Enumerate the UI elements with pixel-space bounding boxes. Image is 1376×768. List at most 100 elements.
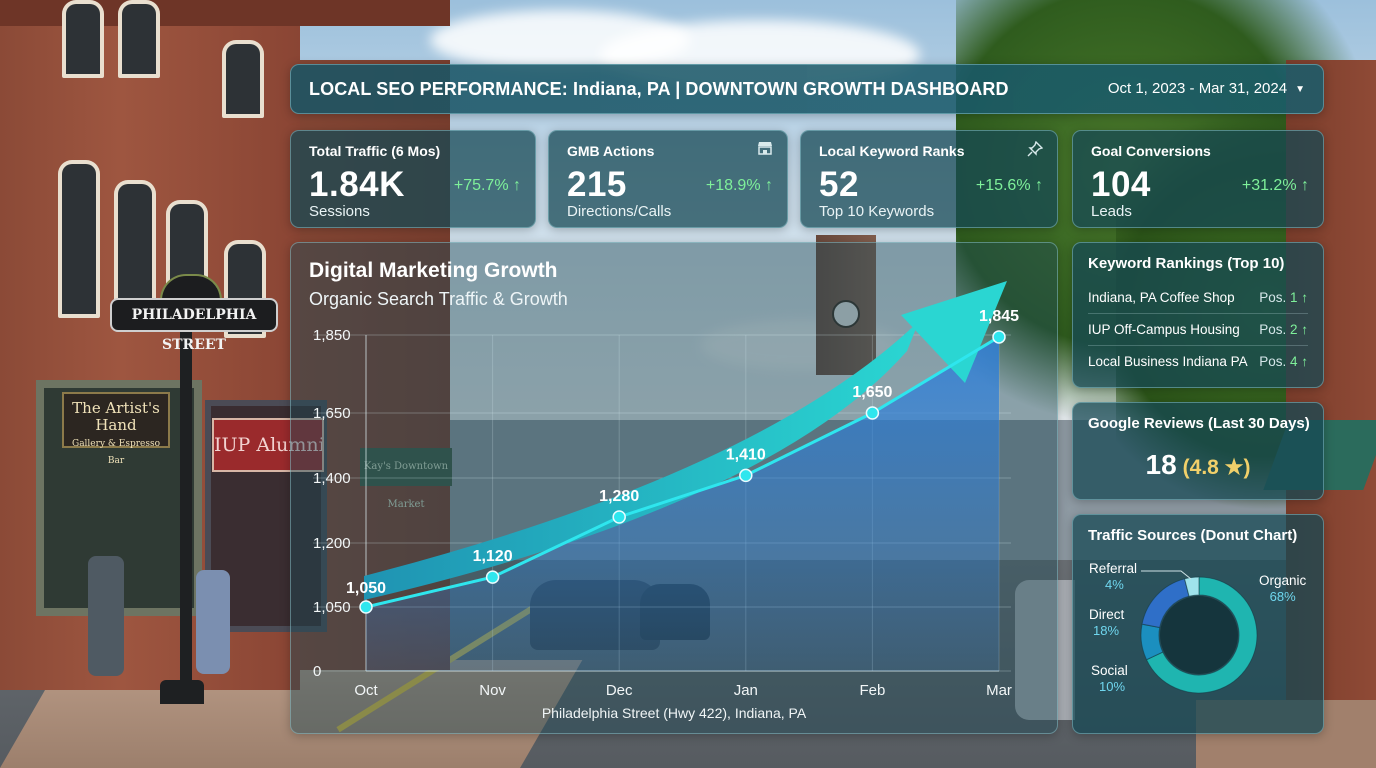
kpi-card-gmb-actions[interactable]: GMB Actions 215 +18.9% ↑ Directions/Call… [548, 130, 788, 228]
window [114, 180, 156, 308]
window [222, 40, 264, 118]
window [62, 0, 104, 78]
source-name: Social [1091, 663, 1128, 678]
kpi-sublabel: Sessions [309, 203, 370, 220]
position-value: 2 ↑ [1289, 322, 1308, 337]
dashboard-header: LOCAL SEO PERFORMANCE: Indiana, PA | DOW… [290, 64, 1324, 114]
kpi-value: 215 [567, 165, 627, 204]
x-tick-label: Nov [479, 682, 506, 699]
street-lamp-base [160, 680, 204, 704]
donut-slice-organic [1145, 576, 1258, 694]
shop-sign-text: The Artist's Hand [72, 399, 160, 434]
shop-sign-subtext: Gallery & Espresso Bar [72, 439, 160, 466]
trend-arrow-body [364, 321, 919, 600]
y-tick-label: 1,400 [313, 470, 351, 487]
shop-sign-kays: Kay's Downtown Market [360, 448, 452, 510]
street-lamp-pole [180, 280, 192, 700]
position-label: Pos. [1259, 322, 1287, 337]
kpi-card-total-traffic[interactable]: Total Traffic (6 Mos) 1.84K +75.7% ↑ Ses… [290, 130, 536, 228]
review-count: 18 [1145, 449, 1177, 480]
pedestrian [196, 570, 230, 674]
source-name: Referral [1089, 561, 1138, 576]
x-tick-label: Oct [354, 682, 378, 699]
source-label-social: Social 10% [1091, 663, 1128, 695]
kpi-change: +31.2% ↑ [1241, 177, 1309, 194]
data-point [739, 468, 753, 483]
pin-icon [1027, 140, 1044, 161]
car [1015, 580, 1075, 720]
source-name: Organic [1259, 573, 1307, 588]
keyword-row[interactable]: IUP Off-Campus Housing Pos. 2 ↑ [1088, 315, 1308, 346]
google-reviews-panel: Google Reviews (Last 30 Days) 18 (4.8 ★) [1072, 402, 1324, 500]
panel-title: Google Reviews (Last 30 Days) [1088, 415, 1310, 432]
keyword-text: Local Business Indiana PA [1088, 354, 1248, 369]
trend-arrow-head [901, 281, 1007, 383]
data-label: 1,050 [346, 580, 386, 597]
source-label-organic: Organic 68% [1259, 573, 1306, 605]
kpi-value: 104 [1091, 165, 1151, 204]
data-point [612, 510, 626, 524]
y-tick-label: 0 [313, 663, 321, 680]
position-label: Pos. [1259, 354, 1287, 369]
x-tick-label: Jan [734, 682, 758, 699]
kpi-sublabel: Leads [1091, 203, 1132, 220]
y-tick-label: 1,850 [313, 327, 351, 344]
panel-title: Traffic Sources (Donut Chart) [1088, 527, 1298, 544]
data-label: 1,845 [979, 308, 1019, 325]
chart-caption: Philadelphia Street (Hwy 422), Indiana, … [541, 705, 807, 721]
chart-subtitle: Organic Search Traffic & Growth [309, 289, 568, 309]
pedestrian [88, 556, 124, 676]
clock-face [832, 300, 860, 328]
data-label: 1,280 [599, 488, 639, 505]
keyword-rankings-panel: Keyword Rankings (Top 10) Indiana, PA Co… [1072, 242, 1324, 388]
source-label-referral: Referral 4% [1089, 561, 1137, 593]
date-range-selector[interactable]: Oct 1, 2023 - Mar 31, 2024 ▼ [1108, 65, 1305, 114]
source-percent: 18% [1093, 623, 1120, 639]
data-label: 1,650 [852, 384, 892, 401]
data-point [992, 330, 1006, 344]
keyword-text: IUP Off-Campus Housing [1088, 322, 1240, 337]
chart-area-fill [366, 336, 999, 671]
kpi-sublabel: Directions/Calls [567, 203, 672, 220]
traffic-sources-panel: Traffic Sources (Donut Chart) Referral 4… [1072, 514, 1324, 734]
source-percent: 4% [1105, 577, 1124, 593]
source-percent: 10% [1099, 679, 1126, 695]
source-label-direct: Direct 18% [1089, 607, 1124, 639]
donut-hole [1160, 596, 1238, 674]
traffic-sources-donut [1140, 570, 1258, 694]
window [58, 160, 100, 318]
shop-sign-artists-hand: The Artist's Hand Gallery & Espresso Bar [62, 392, 170, 466]
chevron-down-icon: ▼ [1295, 84, 1305, 95]
keyword-text: Indiana, PA Coffee Shop [1088, 290, 1235, 305]
street-sign: PHILADELPHIA STREET [110, 298, 278, 353]
x-tick-label: Dec [606, 682, 633, 699]
kpi-value: 1.84K [309, 165, 405, 204]
kpi-value: 52 [819, 165, 859, 204]
storefront-icon [757, 141, 773, 159]
kpi-card-goal-conversions[interactable]: Goal Conversions 104 +31.2% ↑ Leads [1072, 130, 1324, 228]
kpi-label: Total Traffic (6 Mos) [309, 143, 441, 159]
position-value: 1 ↑ [1289, 290, 1308, 305]
kpi-card-keyword-ranks[interactable]: Local Keyword Ranks 52 +15.6% ↑ Top 10 K… [800, 130, 1058, 228]
data-label: 1,120 [473, 548, 513, 565]
panel-title: Keyword Rankings (Top 10) [1088, 255, 1285, 272]
date-range-text: Oct 1, 2023 - Mar 31, 2024 [1107, 80, 1288, 97]
keyword-row[interactable]: Indiana, PA Coffee Shop Pos. 1 ↑ [1088, 283, 1308, 314]
review-count-row: 18 (4.8 ★) [1073, 449, 1323, 481]
traffic-chart-panel: 0 1,050 1,200 1,400 1,650 1,850 Oct Nov Dec Jan Fe… [290, 242, 1058, 734]
page-title: LOCAL SEO PERFORMANCE: Indiana, PA | DOW… [309, 79, 1009, 99]
data-point [359, 600, 373, 614]
keyword-row[interactable]: Local Business Indiana PA Pos. 4 ↑ [1088, 347, 1308, 377]
leader-line [1141, 570, 1192, 580]
y-tick-label: 1,050 [313, 599, 351, 616]
data-point [865, 406, 880, 420]
kpi-change: +18.9% ↑ [705, 177, 773, 194]
x-tick-label: Mar [986, 682, 1012, 699]
kpi-change: +15.6% ↑ [975, 177, 1043, 194]
shop-sign-iup: IUP Alumni Store [212, 418, 324, 472]
review-rating: (4.8 ★) [1182, 456, 1251, 479]
kpi-label: Local Keyword Ranks [819, 143, 965, 159]
kpi-label: Goal Conversions [1091, 143, 1211, 159]
chart-title: Digital Marketing Growth [309, 259, 558, 282]
source-percent: 68% [1269, 589, 1296, 605]
